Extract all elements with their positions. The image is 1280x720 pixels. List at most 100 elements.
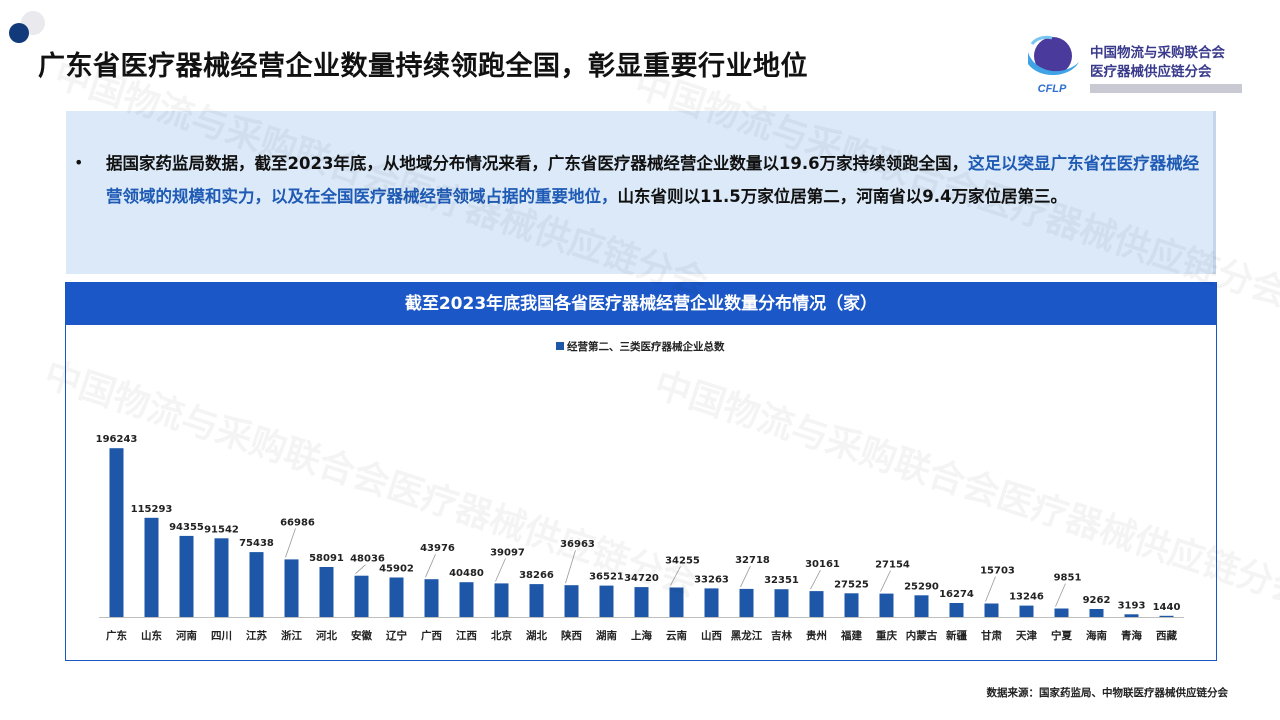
- x-tick-label: 宁夏: [1051, 629, 1073, 642]
- data-label: 1440: [1153, 602, 1181, 613]
- page-title: 广东省医疗器械经营企业数量持续领跑全国，彰显重要行业地位: [38, 51, 808, 82]
- x-tick-label: 贵州: [806, 629, 827, 642]
- data-label: 58091: [309, 553, 344, 564]
- bar-广东: [109, 448, 124, 617]
- data-label: 36521: [589, 572, 624, 583]
- bar-湖北: [529, 584, 544, 617]
- bar-黑龙江: [739, 588, 754, 617]
- x-tick-label: 安徽: [351, 629, 372, 642]
- data-label: 115293: [131, 504, 173, 515]
- data-label: 91542: [204, 524, 239, 535]
- summary-box: • 据国家药监局数据，截至2023年底，从地域分布情况来看，广东省医疗器械经营企…: [66, 111, 1216, 274]
- x-tick-label: 四川: [211, 630, 232, 642]
- x-tick-label: 云南: [666, 629, 687, 642]
- chart-legend: 经营第二、三类医疗器械企业总数: [556, 339, 725, 354]
- data-label: 27154: [875, 560, 910, 571]
- legend-swatch: [556, 342, 564, 350]
- label-leader-line: [355, 564, 366, 574]
- data-label: 27525: [834, 579, 869, 590]
- bar-江西: [459, 582, 474, 617]
- data-label: 13246: [1009, 592, 1044, 603]
- logo-abbr: CFLP: [1038, 83, 1067, 95]
- label-leader-line: [740, 565, 751, 588]
- x-tick-label: 广东: [106, 629, 127, 642]
- label-leader-line: [985, 576, 996, 602]
- label-leader-line: [670, 566, 681, 586]
- bar-新疆: [949, 603, 964, 617]
- data-label: 32718: [735, 555, 770, 566]
- bar-广西: [424, 579, 439, 617]
- bar-吉林: [774, 589, 789, 617]
- data-label: 43976: [420, 543, 455, 554]
- bar-浙江: [284, 559, 299, 617]
- bullet-marker: •: [74, 153, 84, 172]
- data-label: 33263: [694, 574, 729, 585]
- x-tick-label: 黑龙江: [731, 629, 763, 642]
- data-label: 38266: [519, 570, 554, 581]
- data-label: 48036: [350, 554, 385, 565]
- x-tick-label: 浙江: [281, 629, 302, 642]
- x-tick-label: 江苏: [246, 629, 267, 642]
- data-label: 9851: [1054, 573, 1082, 584]
- data-label: 196243: [96, 434, 138, 445]
- data-label: 34720: [624, 573, 659, 584]
- x-tick-label: 海南: [1086, 629, 1108, 642]
- bar-江苏: [249, 552, 264, 617]
- x-tick-label: 河南: [176, 629, 197, 642]
- legend-label: 经营第二、三类医疗器械企业总数: [567, 341, 725, 353]
- x-tick-label: 陕西: [561, 629, 582, 642]
- x-tick-label: 湖南: [596, 629, 617, 642]
- label-leader-line: [880, 570, 891, 592]
- bar-四川: [214, 538, 229, 617]
- x-tick-label: 河北: [316, 629, 337, 642]
- bar-西藏: [1159, 615, 1174, 617]
- bar-贵州: [809, 591, 824, 617]
- data-label: 34255: [665, 556, 700, 567]
- bar-福建: [844, 593, 859, 617]
- data-label: 9262: [1083, 595, 1111, 606]
- bar-chart: 196243 广东 115293 山东 94355 河南 91542 四川 75438 江苏 669…: [96, 434, 1184, 642]
- data-label: 75438: [239, 538, 274, 549]
- data-label: 39097: [490, 547, 525, 558]
- data-label: 40480: [449, 568, 484, 579]
- bar-安徽: [354, 575, 369, 617]
- data-label: 3193: [1118, 600, 1146, 611]
- label-leader-line: [425, 554, 436, 578]
- x-tick-label: 广西: [421, 629, 442, 642]
- x-tick-label: 内蒙古: [906, 629, 938, 642]
- x-tick-label: 新疆: [946, 629, 967, 642]
- bar-河南: [179, 535, 194, 617]
- x-tick-label: 福建: [840, 629, 862, 642]
- x-tick-label: 上海: [631, 629, 652, 642]
- bar-辽宁: [389, 577, 404, 617]
- chart-panel: 截至2023年底我国各省医疗器械经营企业数量分布情况（家） 经营第二、三类医疗器…: [65, 282, 1217, 661]
- x-tick-label: 山西: [701, 629, 722, 642]
- label-leader-line: [285, 528, 296, 558]
- bar-内蒙古: [914, 595, 929, 617]
- x-tick-label: 西藏: [1156, 629, 1178, 642]
- data-source-note: 数据来源：国家药监局、中物联医疗器械供应链分会: [986, 687, 1229, 699]
- x-tick-label: 江西: [456, 629, 477, 642]
- x-tick-label: 山东: [141, 629, 162, 642]
- chart-title: 截至2023年底我国各省医疗器械经营企业数量分布情况（家）: [66, 283, 1216, 325]
- bar-重庆: [879, 593, 894, 617]
- data-label: 32351: [764, 575, 799, 586]
- bar-山东: [144, 517, 159, 617]
- cflp-logo: CFLP 中国物流与采购联合会 医疗器械供应链分会: [1022, 34, 1244, 98]
- bar-甘肃: [984, 603, 999, 617]
- summary-text: 据国家药监局数据，截至2023年底，从地域分布情况来看，广东省医疗器械经营企业数…: [106, 147, 1204, 213]
- corner-decoration: [9, 11, 45, 43]
- bar-河北: [319, 567, 334, 617]
- bar-北京: [494, 583, 509, 617]
- x-tick-label: 辽宁: [386, 629, 407, 642]
- data-label: 45902: [379, 564, 414, 575]
- label-leader-line: [810, 569, 821, 590]
- x-tick-label: 湖北: [526, 629, 547, 642]
- logo-underline: [1090, 84, 1242, 93]
- label-leader-line: [565, 550, 576, 584]
- x-tick-label: 青海: [1121, 629, 1143, 642]
- label-leader-line: [495, 558, 506, 582]
- bar-陕西: [564, 585, 579, 617]
- x-tick-label: 吉林: [771, 629, 792, 642]
- summary-part-1: 据国家药监局数据，截至2023年底，从地域分布情况来看，广东省医疗器械经营企业数…: [106, 154, 969, 173]
